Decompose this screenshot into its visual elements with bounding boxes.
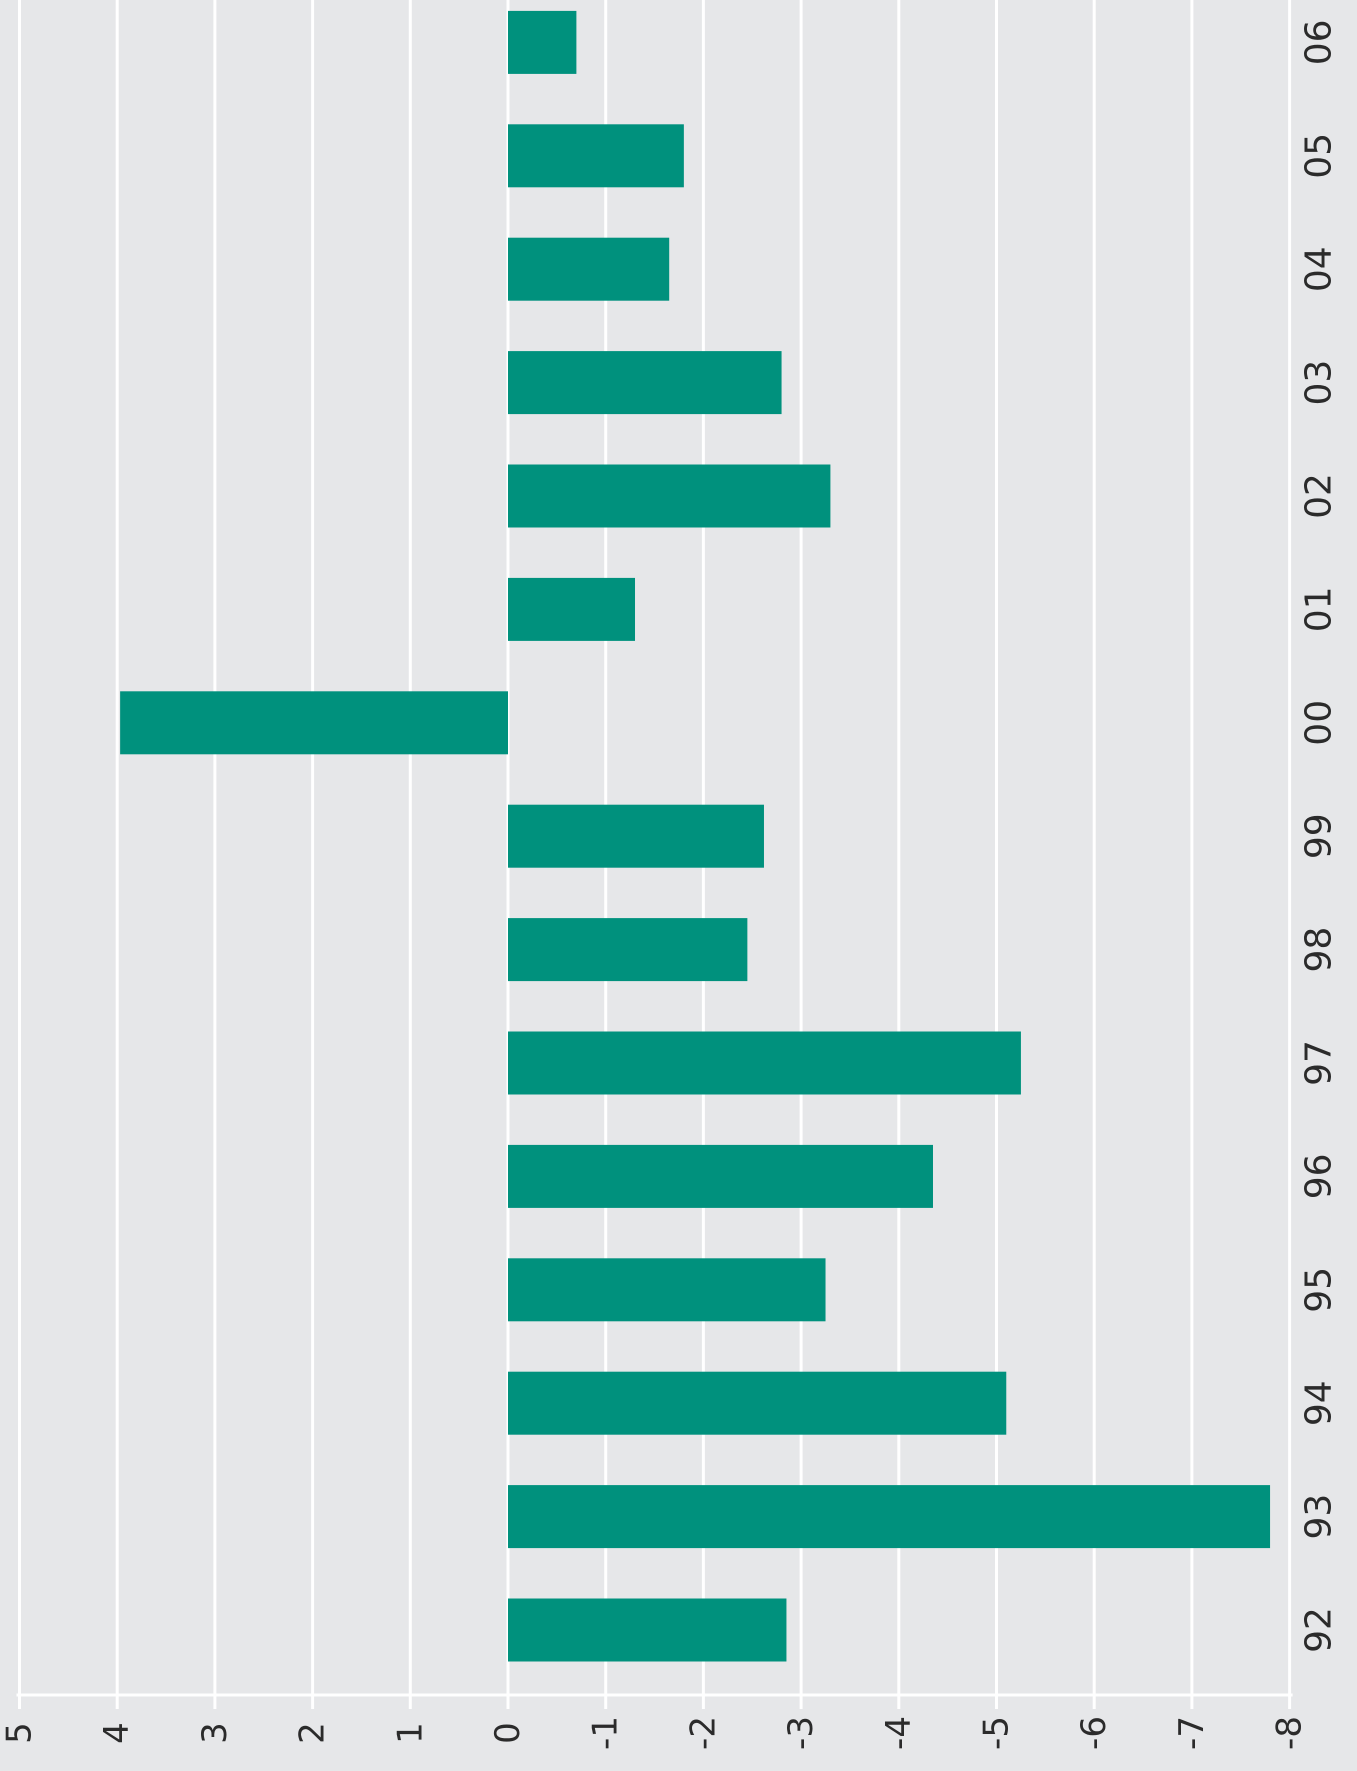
category-tick-label: 95 bbox=[1299, 1267, 1340, 1313]
category-tick-label: 01 bbox=[1299, 586, 1340, 632]
value-tick-label: -7 bbox=[1172, 1716, 1212, 1750]
bar-04 bbox=[508, 238, 669, 301]
value-tick-label: 2 bbox=[293, 1722, 333, 1744]
value-tick-label: 5 bbox=[0, 1722, 40, 1744]
bar-03 bbox=[508, 351, 782, 414]
category-tick-label: 92 bbox=[1299, 1607, 1340, 1653]
value-tick-label: -8 bbox=[1270, 1716, 1310, 1750]
bar-93 bbox=[508, 1485, 1270, 1548]
value-tick-label: 1 bbox=[390, 1722, 430, 1744]
category-tick-label: 94 bbox=[1299, 1380, 1340, 1426]
bar-00 bbox=[120, 691, 508, 754]
category-tick-label: 03 bbox=[1299, 360, 1340, 406]
category-tick-label: 06 bbox=[1299, 19, 1340, 65]
bar-96 bbox=[508, 1145, 933, 1208]
value-tick-label: -5 bbox=[977, 1716, 1017, 1750]
category-tick-labels: 92 93 94 95 96 97 98 99 00 01 02 03 04 05 06 bbox=[1299, 19, 1340, 1652]
category-tick-label: 98 bbox=[1299, 927, 1340, 973]
category-tick-label: 02 bbox=[1299, 473, 1340, 519]
bar-95 bbox=[508, 1258, 826, 1321]
bar-94 bbox=[508, 1372, 1006, 1435]
category-tick-label: 97 bbox=[1299, 1040, 1340, 1086]
value-tick-label: -3 bbox=[781, 1716, 821, 1750]
value-tick-label: -6 bbox=[1074, 1716, 1114, 1750]
bar-01 bbox=[508, 578, 635, 641]
bar-06 bbox=[508, 11, 576, 74]
value-tick-label: -2 bbox=[683, 1716, 723, 1750]
bar-05 bbox=[508, 124, 684, 187]
value-tick-label: -1 bbox=[586, 1716, 626, 1750]
bar-02 bbox=[508, 465, 830, 528]
value-tick-label: 3 bbox=[195, 1722, 235, 1744]
bar-97 bbox=[508, 1032, 1021, 1095]
bar-99 bbox=[508, 805, 764, 868]
bar-98 bbox=[508, 918, 747, 981]
category-tick-label: 05 bbox=[1299, 133, 1340, 179]
category-tick-label: 99 bbox=[1299, 813, 1340, 859]
category-tick-label: 96 bbox=[1299, 1153, 1340, 1199]
category-tick-label: 93 bbox=[1299, 1494, 1340, 1540]
value-tick-label: -4 bbox=[879, 1716, 919, 1750]
bar-92 bbox=[508, 1599, 786, 1662]
category-tick-label: 00 bbox=[1299, 700, 1340, 746]
value-tick-label: 4 bbox=[97, 1722, 137, 1744]
value-tick-label: 0 bbox=[488, 1722, 528, 1744]
category-tick-label: 04 bbox=[1299, 246, 1340, 292]
